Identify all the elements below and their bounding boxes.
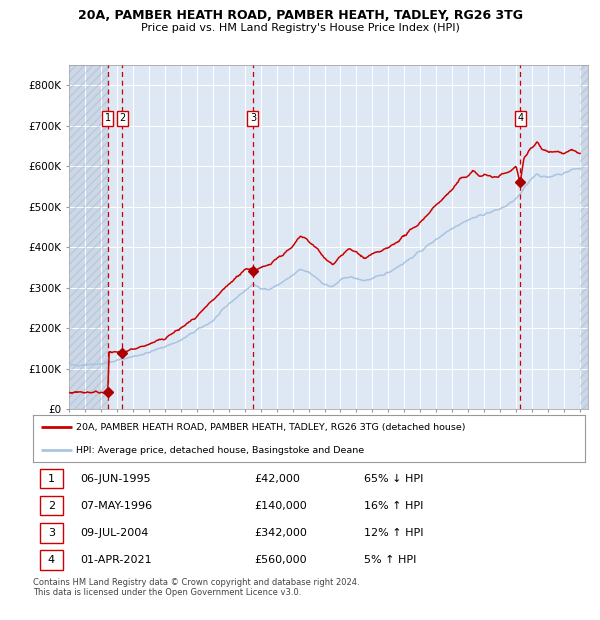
Bar	[580, 65, 588, 409]
Bar	[69, 65, 108, 409]
Text: 2: 2	[119, 113, 125, 123]
Text: HPI: Average price, detached house, Basingstoke and Deane: HPI: Average price, detached house, Basi…	[76, 446, 364, 455]
Text: 20A, PAMBER HEATH ROAD, PAMBER HEATH, TADLEY, RG26 3TG (detached house): 20A, PAMBER HEATH ROAD, PAMBER HEATH, TA…	[76, 422, 466, 432]
Text: 06-JUN-1995: 06-JUN-1995	[80, 474, 151, 484]
Text: £342,000: £342,000	[254, 528, 307, 538]
Text: 5% ↑ HPI: 5% ↑ HPI	[364, 555, 416, 565]
Text: 4: 4	[517, 113, 523, 123]
Text: 12% ↑ HPI: 12% ↑ HPI	[364, 528, 424, 538]
FancyBboxPatch shape	[40, 469, 63, 489]
Bar	[580, 65, 588, 409]
Text: 01-APR-2021: 01-APR-2021	[80, 555, 152, 565]
FancyBboxPatch shape	[40, 550, 63, 570]
Text: 3: 3	[48, 528, 55, 538]
FancyBboxPatch shape	[40, 496, 63, 515]
Text: Contains HM Land Registry data © Crown copyright and database right 2024.
This d: Contains HM Land Registry data © Crown c…	[33, 578, 359, 597]
FancyBboxPatch shape	[40, 523, 63, 542]
Text: 65% ↓ HPI: 65% ↓ HPI	[364, 474, 424, 484]
Text: £560,000: £560,000	[254, 555, 307, 565]
Text: 3: 3	[250, 113, 256, 123]
Text: 07-MAY-1996: 07-MAY-1996	[80, 501, 152, 511]
Text: 4: 4	[47, 555, 55, 565]
Text: Price paid vs. HM Land Registry's House Price Index (HPI): Price paid vs. HM Land Registry's House …	[140, 23, 460, 33]
Text: 1: 1	[48, 474, 55, 484]
Text: £42,000: £42,000	[254, 474, 299, 484]
Text: 16% ↑ HPI: 16% ↑ HPI	[364, 501, 424, 511]
Bar	[69, 65, 108, 409]
Text: £140,000: £140,000	[254, 501, 307, 511]
Text: 20A, PAMBER HEATH ROAD, PAMBER HEATH, TADLEY, RG26 3TG: 20A, PAMBER HEATH ROAD, PAMBER HEATH, TA…	[77, 9, 523, 22]
Text: 09-JUL-2004: 09-JUL-2004	[80, 528, 148, 538]
Text: 1: 1	[105, 113, 111, 123]
Text: 2: 2	[47, 501, 55, 511]
